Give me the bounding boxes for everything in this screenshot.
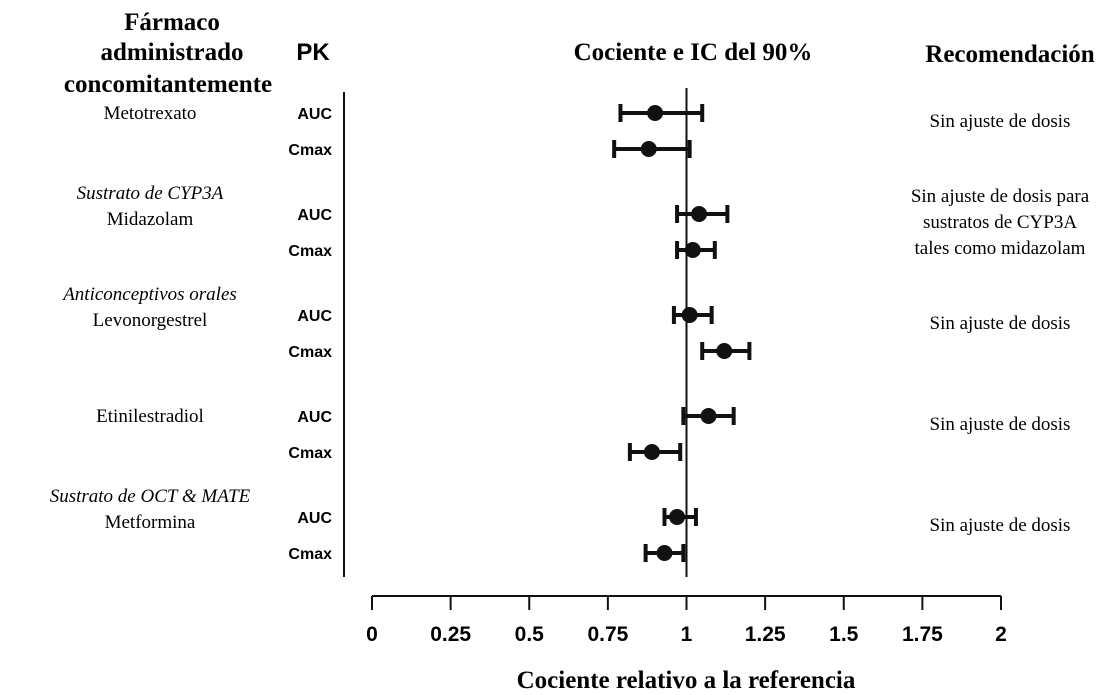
drug-name-label: Metformina: [105, 512, 196, 533]
pk-label: AUC: [297, 207, 332, 224]
drug-category-label: Anticonceptivos orales: [61, 284, 237, 305]
x-tick-label: 1.5: [829, 623, 859, 646]
point-estimate: [647, 105, 664, 121]
point-estimate: [684, 242, 701, 258]
recommendation-text: tales como midazolam: [915, 238, 1086, 259]
recommendation-header: Recomendación: [925, 41, 1095, 68]
drug-header-line3: concomitantemente: [64, 71, 272, 98]
x-tick-label: 1.75: [902, 623, 943, 646]
x-tick-label: 0: [366, 623, 378, 646]
recommendation-text: sustratos de CYP3A: [923, 212, 1077, 233]
group-3: Etinilestradiol Sin ajuste de dosis AUC Cma…: [96, 406, 1070, 462]
ci-row: [627, 443, 683, 461]
pk-label: AUC: [297, 308, 332, 325]
x-tick-label: 0.75: [587, 623, 628, 646]
ci-row: [671, 306, 714, 324]
recommendation-text: Sin ajuste de dosis para: [911, 186, 1090, 207]
group-0: Metotrexato Sin ajuste de dosis AUC Cmax: [104, 103, 1071, 159]
drug-header-line1: Fármaco: [124, 9, 220, 36]
point-estimate: [716, 343, 733, 359]
pk-label: Cmax: [288, 142, 332, 159]
recommendation-text: Sin ajuste de dosis: [930, 515, 1071, 536]
ci-row: [612, 140, 692, 158]
x-tick-label: 1: [681, 623, 693, 646]
pk-label: Cmax: [288, 546, 332, 563]
pk-label: Cmax: [288, 445, 332, 462]
drug-name-label: Levonorgestrel: [93, 310, 208, 331]
group-4: Sustrato de OCT & MATE Metformina Sin ajus…: [50, 486, 1071, 563]
ci-row: [675, 241, 717, 259]
drug-category-label: Sustrato de OCT & MATE: [50, 486, 251, 507]
ci-marks: [612, 104, 752, 562]
pk-label: AUC: [297, 510, 332, 527]
drug-name-label: Etinilestradiol: [96, 406, 204, 427]
drug-name-label: Metotrexato: [104, 103, 197, 124]
x-axis-label: Cociente relativo a la referencia: [517, 667, 856, 694]
pk-header: PK: [296, 39, 330, 66]
ci-row: [700, 342, 752, 360]
point-estimate: [681, 307, 698, 323]
drug-column-header: Fármaco administrado concomitantemente: [64, 9, 272, 98]
recommendation-text: Sin ajuste de dosis: [930, 414, 1071, 435]
recommendation-text: Sin ajuste de dosis: [930, 111, 1071, 132]
ci-row: [618, 104, 705, 122]
group-1: Sustrato de CYP3A Midazolam Sin ajuste de …: [77, 183, 1090, 260]
pk-label: AUC: [297, 106, 332, 123]
point-estimate: [656, 545, 673, 561]
chart-title: Cociente e IC del 90%: [574, 39, 813, 66]
point-estimate: [700, 408, 717, 424]
ci-row: [643, 544, 686, 562]
group-2: Anticonceptivos orales Levonorgestrel Sin …: [61, 284, 1070, 361]
point-estimate: [669, 509, 686, 525]
ci-row: [675, 205, 730, 223]
x-tick-label: 0.25: [430, 623, 471, 646]
pk-label: Cmax: [288, 344, 332, 361]
x-tick-label: 0.5: [515, 623, 545, 646]
ci-row: [662, 508, 698, 526]
recommendation-text: Sin ajuste de dosis: [930, 313, 1071, 334]
x-axis: 0 0.25 0.5 0.75 1 1.25 1.5 1.75 2: [366, 595, 1007, 646]
point-estimate: [640, 141, 657, 157]
ci-row: [681, 407, 736, 425]
point-estimate: [691, 206, 708, 222]
point-estimate: [643, 444, 660, 460]
drug-header-line2: administrado: [100, 39, 243, 66]
pk-label: AUC: [297, 409, 332, 426]
pk-label: Cmax: [288, 243, 332, 260]
x-tick-label: 1.25: [745, 623, 786, 646]
drug-category-label: Sustrato de CYP3A: [77, 183, 224, 204]
drug-name-label: Midazolam: [107, 209, 194, 230]
row-labels: Metotrexato Sin ajuste de dosisAUCCmaxSus…: [50, 103, 1090, 563]
x-tick-label: 2: [995, 623, 1007, 646]
